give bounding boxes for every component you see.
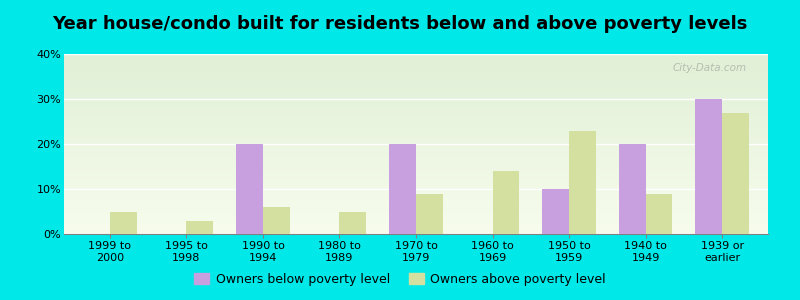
Bar (722, 112, 749, 234)
Bar (110, 212, 137, 234)
Bar (263, 207, 290, 234)
Bar (569, 130, 596, 234)
Text: City-Data.com: City-Data.com (673, 63, 747, 73)
Bar (390, 144, 416, 234)
Text: Year house/condo built for residents below and above poverty levels: Year house/condo built for residents bel… (52, 15, 748, 33)
Legend: Owners below poverty level, Owners above poverty level: Owners below poverty level, Owners above… (190, 268, 610, 291)
Bar (416, 194, 442, 234)
Bar (695, 99, 722, 234)
Bar (493, 171, 519, 234)
Bar (236, 144, 263, 234)
Bar (646, 194, 672, 234)
Bar (618, 144, 646, 234)
Bar (186, 220, 214, 234)
Bar (339, 212, 366, 234)
Bar (542, 189, 569, 234)
